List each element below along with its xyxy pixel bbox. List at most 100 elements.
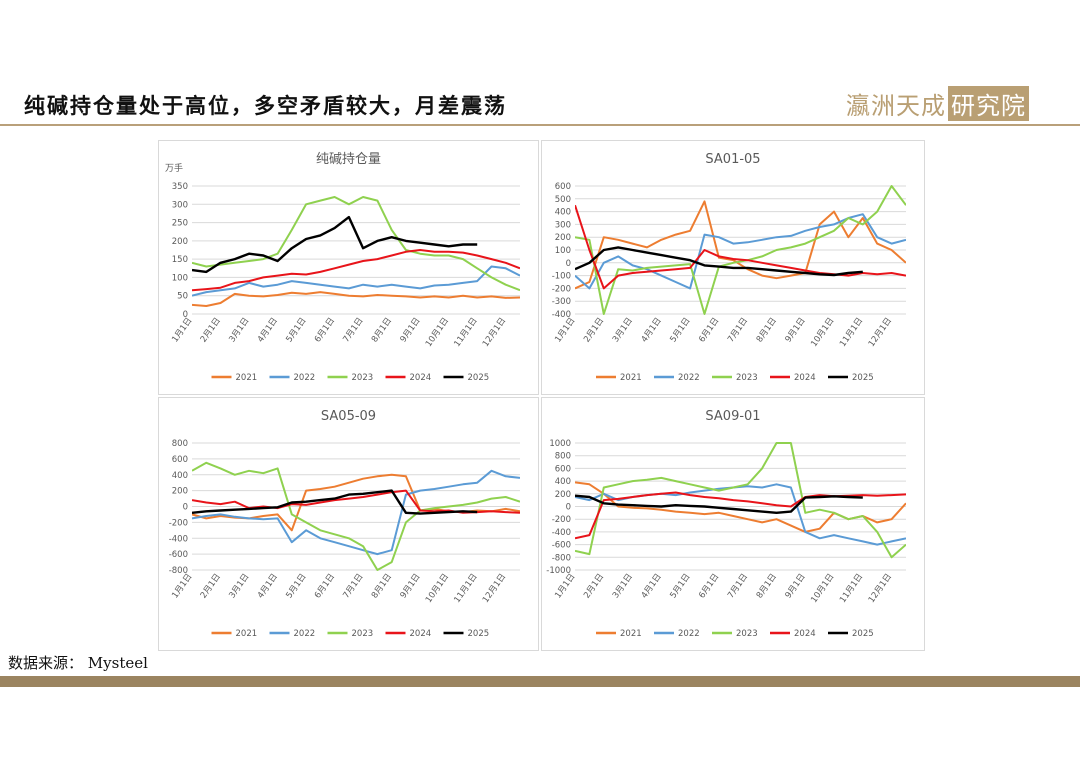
x-tick-label: 6月1日 — [697, 572, 721, 601]
series-line-2022 — [192, 469, 520, 556]
x-tick-label: 6月1日 — [313, 572, 337, 601]
x-tick-label: 2月1日 — [199, 572, 223, 601]
x-tick-label: 7月1日 — [726, 572, 750, 601]
x-tick-label: 7月1日 — [341, 316, 365, 345]
legend-label: 2021 — [620, 373, 642, 383]
brand-logo: 瀛洲天成 研究院 — [846, 86, 1029, 121]
series-line-2022 — [575, 213, 906, 290]
data-source: 数据来源： Mysteel — [8, 652, 148, 673]
series-line-2025 — [192, 215, 478, 274]
series-line-2022 — [192, 265, 520, 297]
series-line-2025 — [192, 489, 478, 515]
y-tick-label: -400 — [552, 528, 571, 538]
series-line-2025 — [575, 494, 863, 514]
y-tick-label: -800 — [169, 566, 188, 576]
chart-title: 纯碱持仓量 — [316, 152, 381, 167]
x-tick-label: 10月1日 — [809, 572, 836, 605]
x-tick-label: 7月1日 — [341, 572, 365, 601]
x-tick-label: 4月1日 — [640, 572, 664, 601]
y-tick-label: 600 — [172, 455, 188, 465]
footer-bar — [0, 676, 1080, 687]
legend-label: 2022 — [678, 629, 700, 639]
x-tick-label: 6月1日 — [313, 316, 337, 345]
x-tick-label: 1月1日 — [553, 316, 577, 345]
x-tick-label: 3月1日 — [611, 572, 635, 601]
x-tick-label: 1月1日 — [170, 572, 194, 601]
y-tick-label: -200 — [552, 515, 571, 525]
x-tick-label: 11月1日 — [838, 572, 865, 605]
y-tick-label: 0 — [183, 310, 188, 320]
x-tick-label: 4月1日 — [256, 316, 280, 345]
x-tick-label: 2月1日 — [582, 316, 606, 345]
y-tick-label: 200 — [555, 233, 571, 243]
y-tick-label: 350 — [172, 182, 188, 192]
legend-label: 2022 — [678, 373, 700, 383]
y-tick-label: -400 — [552, 310, 571, 320]
y-tick-label: -600 — [169, 550, 188, 560]
header-divider — [0, 124, 1080, 126]
x-tick-label: 3月1日 — [227, 572, 251, 601]
chart-panel-open-interest: 纯碱持仓量 万手 0 50 100 150 200 250 300 350 1月1日 2月1日 3月1日… — [158, 140, 539, 395]
x-tick-label: 7月1日 — [726, 316, 750, 345]
series-line-2021 — [575, 200, 906, 290]
x-tick-label: 5月1日 — [284, 572, 308, 601]
chart-svg: SA05-09 -800 -600 -400 -200 0 200 400 600 800 1月1日… — [169, 409, 520, 639]
x-tick-label: 10月1日 — [424, 316, 451, 349]
y-tick-label: -1000 — [546, 566, 571, 576]
legend-label: 2024 — [410, 373, 432, 383]
legend-label: 2023 — [352, 629, 374, 639]
y-tick-label: 800 — [172, 439, 188, 449]
legend-label: 2023 — [736, 629, 758, 639]
series-line-2024 — [192, 489, 520, 514]
y-tick-label: -200 — [552, 284, 571, 294]
series-line-2023 — [575, 185, 906, 315]
legend-label: 2024 — [794, 373, 816, 383]
legend-label: 2022 — [294, 373, 316, 383]
x-tick-label: 12月1日 — [867, 316, 894, 349]
series-line-2021 — [575, 481, 906, 533]
y-tick-label: -200 — [169, 518, 188, 528]
x-tick-label: 6月1日 — [697, 316, 721, 345]
series-line-2021 — [192, 291, 520, 307]
x-tick-label: 3月1日 — [227, 316, 251, 345]
series-line-2024 — [575, 204, 906, 290]
series-line-2025 — [575, 246, 863, 277]
legend-label: 2023 — [352, 373, 374, 383]
x-tick-label: 9月1日 — [784, 316, 808, 345]
x-tick-label: 8月1日 — [755, 572, 779, 601]
x-tick-label: 2月1日 — [582, 572, 606, 601]
y-tick-label: 400 — [555, 477, 571, 487]
legend-label: 2022 — [294, 629, 316, 639]
x-tick-label: 10月1日 — [424, 572, 451, 605]
x-tick-label: 8月1日 — [370, 572, 394, 601]
x-tick-label: 8月1日 — [370, 316, 394, 345]
brand-main: 瀛洲天成 — [846, 92, 946, 120]
chart-panel-sa05-09: SA05-09 -800 -600 -400 -200 0 200 400 600 800 1月1日… — [158, 397, 539, 651]
x-tick-label: 8月1日 — [755, 316, 779, 345]
chart-svg: SA01-05 -400 -300 -200 -100 0 100 200 300 400 500 6… — [552, 152, 906, 383]
x-tick-label: 4月1日 — [256, 572, 280, 601]
x-tick-label: 9月1日 — [398, 316, 422, 345]
brand-box: 研究院 — [948, 86, 1029, 121]
legend-label: 2025 — [852, 629, 874, 639]
legend-label: 2025 — [468, 629, 490, 639]
x-tick-label: 1月1日 — [170, 316, 194, 345]
chart-svg: SA09-01 -1000 -800 -600 -400 -200 0 200 400 600 80… — [546, 409, 906, 639]
y-tick-label: 200 — [172, 237, 188, 247]
page-title: 纯碱持仓量处于高位，多空矛盾较大，月差震荡 — [24, 93, 507, 118]
legend-label: 2025 — [852, 373, 874, 383]
legend-label: 2021 — [236, 373, 258, 383]
y-tick-label: 200 — [172, 487, 188, 497]
y-tick-label: 400 — [172, 471, 188, 481]
series-line-2023 — [192, 196, 520, 292]
x-tick-label: 9月1日 — [784, 572, 808, 601]
x-tick-label: 5月1日 — [668, 572, 692, 601]
y-tick-label: 400 — [555, 208, 571, 218]
y-tick-label: 500 — [555, 195, 571, 205]
chart-panel-sa09-01: SA09-01 -1000 -800 -600 -400 -200 0 200 400 600 80… — [541, 397, 925, 651]
y-tick-label: 100 — [555, 246, 571, 256]
y-tick-label: -600 — [552, 541, 571, 551]
y-tick-label: 50 — [177, 292, 188, 302]
y-tick-label: 600 — [555, 182, 571, 192]
y-tick-label: 0 — [566, 503, 571, 513]
